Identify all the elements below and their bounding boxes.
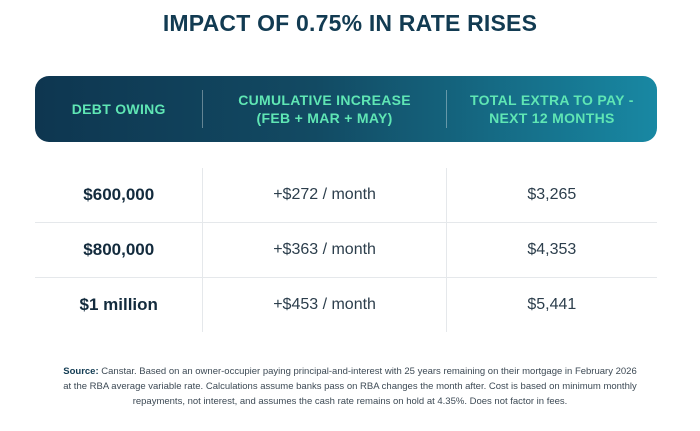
increase-cell: +$363 / month — [273, 241, 376, 258]
total-cell: $5,441 — [527, 296, 577, 313]
table-header: DEBT OWING CUMULATIVE INCREASE (FEB + MA… — [35, 76, 657, 142]
header-total-extra-line-1: TOTAL EXTRA TO PAY - — [470, 92, 634, 108]
debt-cell: $1 million — [79, 295, 158, 314]
increase-cell: +$272 / month — [273, 186, 376, 203]
header-total-extra: TOTAL EXTRA TO PAY - NEXT 12 MONTHS — [447, 76, 657, 142]
source-text: Canstar. Based on an owner-occupier payi… — [63, 366, 637, 407]
table-row: $800,000 +$363 / month $4,353 — [35, 223, 657, 278]
table-body: $600,000 +$272 / month $3,265 $800,000 +… — [35, 168, 657, 332]
header-total-extra-line-2: NEXT 12 MONTHS — [489, 110, 615, 126]
header-cumulative-increase: CUMULATIVE INCREASE (FEB + MAR + MAY) — [203, 76, 445, 142]
total-cell: $4,353 — [527, 241, 577, 258]
source-footnote: Source: Canstar. Based on an owner-occup… — [60, 364, 640, 409]
increase-cell: +$453 / month — [273, 296, 376, 313]
column-divider — [445, 223, 447, 277]
total-cell: $3,265 — [527, 186, 577, 203]
column-divider — [202, 168, 204, 222]
column-divider — [202, 278, 204, 332]
header-divider — [202, 90, 204, 128]
header-cumulative-increase-line-1: CUMULATIVE INCREASE — [238, 92, 411, 108]
page-title: IMPACT OF 0.75% IN RATE RISES — [162, 10, 538, 36]
column-divider — [445, 168, 447, 222]
header-debt-owing-line-1: DEBT OWING — [71, 101, 166, 117]
column-divider — [202, 223, 204, 277]
source-label: Source: — [63, 366, 99, 377]
header-cumulative-increase-line-2: (FEB + MAR + MAY) — [256, 110, 393, 126]
header-divider — [445, 90, 447, 128]
table-row: $600,000 +$272 / month $3,265 — [35, 168, 657, 223]
table-row: $1 million +$453 / month $5,441 — [35, 278, 657, 332]
column-divider — [445, 278, 447, 332]
header-debt-owing: DEBT OWING — [35, 76, 202, 142]
debt-cell: $600,000 — [83, 185, 155, 204]
debt-cell: $800,000 — [83, 240, 155, 259]
